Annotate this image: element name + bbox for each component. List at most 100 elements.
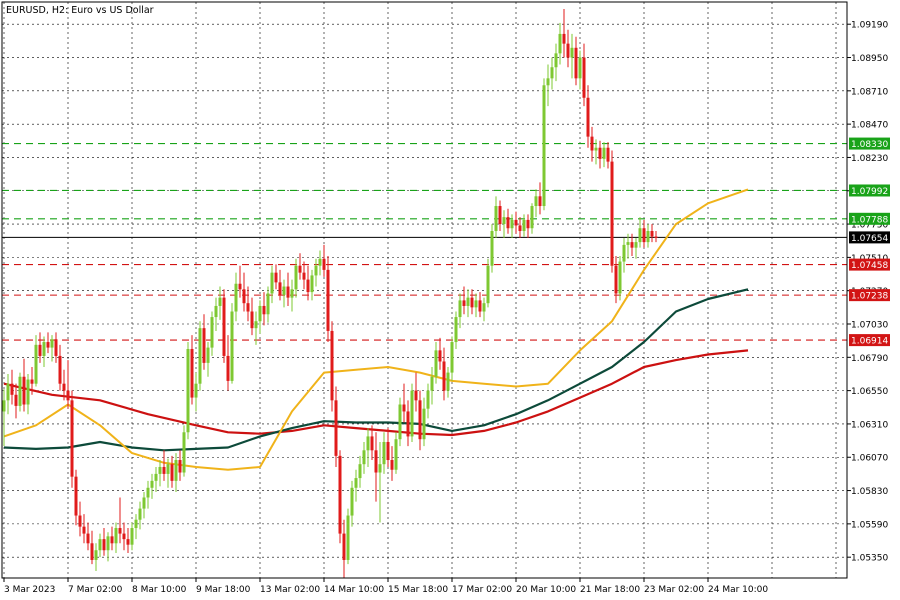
candle-body <box>334 400 338 456</box>
candle-body <box>38 344 42 356</box>
candle-body <box>346 515 350 560</box>
candle-body <box>478 300 482 312</box>
candle-body <box>222 297 226 356</box>
x-tick-label: 7 Mar 02:00 <box>68 585 123 595</box>
candle-body <box>238 283 242 290</box>
candle-body <box>630 242 634 248</box>
candle-body <box>410 390 414 437</box>
candle-body <box>82 526 86 534</box>
moving-average-line <box>3 349 749 437</box>
candle-body <box>318 258 322 266</box>
candle-body <box>590 136 594 151</box>
candle-body <box>654 236 658 238</box>
candle-body <box>558 33 562 54</box>
candle-body <box>378 464 382 473</box>
candle-body <box>634 242 638 248</box>
candle-body <box>366 436 370 451</box>
candle-body <box>46 342 50 348</box>
candle-body <box>382 441 386 465</box>
candle-body <box>554 53 558 68</box>
candle-body <box>566 43 570 58</box>
price-label-box <box>849 289 890 302</box>
candle-body <box>154 473 158 481</box>
candle-body <box>434 350 438 377</box>
candle-body <box>330 330 334 401</box>
candle-body <box>402 404 406 412</box>
candle-body <box>490 231 494 266</box>
moving-average-line <box>3 188 749 471</box>
candle-body <box>406 411 410 437</box>
candle-body <box>454 317 458 343</box>
candle-body <box>286 286 290 298</box>
x-tick-label: 13 Mar 02:00 <box>260 585 320 595</box>
candle-body <box>570 47 574 58</box>
candle-body <box>86 533 90 544</box>
candle-body <box>174 460 178 481</box>
candle-body <box>122 533 126 540</box>
candle-body <box>646 231 650 243</box>
candle-body <box>586 97 590 137</box>
candle-body <box>642 228 646 243</box>
candle-body <box>302 272 306 280</box>
candle-body <box>510 219 514 229</box>
candle-body <box>234 283 238 312</box>
candle-body <box>206 347 210 363</box>
candle-body <box>214 305 218 318</box>
price-label-text: 1.08330 <box>851 140 888 150</box>
candle-body <box>138 508 142 520</box>
candle-body <box>58 355 62 384</box>
y-tick-label: 1.06790 <box>851 354 888 364</box>
candle-body <box>494 206 498 232</box>
moving-averages <box>3 188 749 471</box>
y-tick-label: 1.08470 <box>851 121 888 131</box>
candle-body <box>606 147 610 162</box>
x-tick-label: 8 Mar 10:00 <box>132 585 187 595</box>
candle-body <box>342 533 346 560</box>
candle-body <box>142 497 146 509</box>
level-lines <box>2 143 847 341</box>
candle-body <box>66 390 70 401</box>
candle-body <box>390 460 394 470</box>
y-tick-label: 1.08230 <box>851 154 888 164</box>
candle-body <box>370 436 374 451</box>
candle-body <box>134 519 138 529</box>
candle-body <box>414 390 418 401</box>
x-tick-label: 23 Mar 02:00 <box>644 585 704 595</box>
candle-body <box>614 265 618 294</box>
candle-body <box>146 487 150 498</box>
candle-body <box>262 305 266 315</box>
chart-title: EURUSD, H2: Euro vs US Dollar <box>6 5 154 16</box>
candle-body <box>162 466 166 474</box>
candle-body <box>94 550 98 560</box>
candle-body <box>98 539 102 551</box>
candle-body <box>350 487 354 516</box>
price-label-text: 1.07654 <box>851 234 888 244</box>
price-label-text: 1.07992 <box>851 187 888 197</box>
y-tick-label: 1.07750 <box>851 221 888 231</box>
candles <box>2 8 658 578</box>
price-label-text: 1.07238 <box>851 292 888 302</box>
grid <box>2 2 847 578</box>
candle-body <box>418 400 422 440</box>
candle-body <box>78 515 82 527</box>
y-tick-label: 1.09190 <box>851 21 888 31</box>
candle-body <box>530 206 534 229</box>
candle-body <box>290 289 294 298</box>
candle-body <box>74 476 78 516</box>
price-label-box <box>849 258 890 271</box>
time-axis: 3 Mar 2023 7 Mar 02:00 8 Mar 10:00 9 Mar 18… <box>3 578 768 595</box>
candle-body <box>482 303 486 312</box>
candle-body <box>534 196 538 207</box>
candle-body <box>30 379 34 384</box>
x-tick-label: 9 Mar 18:00 <box>196 585 251 595</box>
candle-body <box>198 328 202 384</box>
candle-body <box>626 242 630 245</box>
candle-body <box>430 376 434 391</box>
candle-body <box>26 379 30 405</box>
candle-body <box>258 305 262 322</box>
candle-body <box>194 383 198 398</box>
candle-body <box>422 408 426 440</box>
candle-body <box>610 161 614 266</box>
candle-body <box>574 47 578 79</box>
